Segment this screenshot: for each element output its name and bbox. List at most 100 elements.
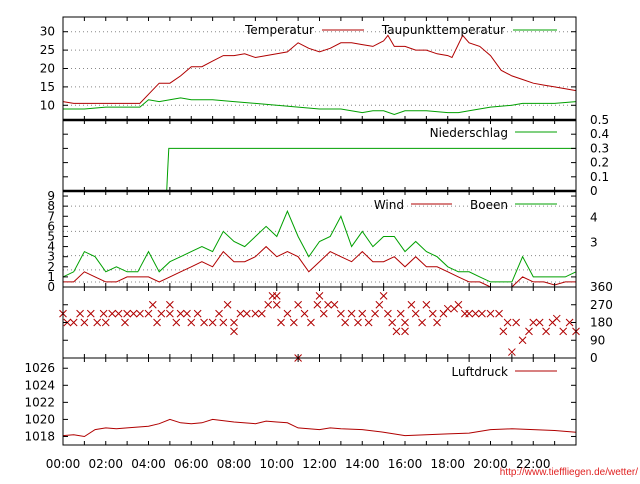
x-tick-label: 22:00 [516, 457, 551, 471]
footer-url[interactable]: http://www.tieffliegen.de/wetter/ [500, 467, 638, 478]
wind-ytick-label: 9 [47, 189, 55, 203]
direction-point [93, 318, 102, 327]
direction-point [219, 318, 228, 327]
pressure-ytick-label: 1022 [24, 395, 55, 409]
direction-point [208, 318, 217, 327]
direction-point [379, 292, 388, 300]
direction-point [471, 309, 480, 318]
direction-point [236, 309, 245, 318]
direction-point [508, 348, 516, 356]
direction-point [101, 318, 110, 327]
direction-point [176, 309, 185, 318]
direction-point [80, 318, 89, 327]
direction-point [525, 327, 533, 336]
direction-point [495, 309, 503, 318]
direction-point [518, 336, 527, 345]
legend-label-taupunkt: Taupunkttemperatur [381, 23, 505, 37]
temp-ytick-label: 10 [40, 98, 55, 112]
direction-point [375, 300, 384, 309]
x-tick-label: 20:00 [473, 457, 508, 471]
direction-point [157, 309, 166, 318]
direction-point [428, 309, 437, 318]
legend-taupunkt: Taupunkttemperatur [381, 23, 557, 37]
direction-point [289, 318, 298, 327]
rain-ytick-right-label: 0.3 [590, 141, 609, 155]
data-layer [59, 34, 580, 438]
rain-ytick-right-label: 0.5 [590, 113, 609, 127]
direction-point [315, 292, 324, 300]
wind-ytick-label: 3 [47, 250, 55, 264]
direction-point [264, 300, 273, 309]
rain-series-niederschlag [166, 147, 576, 192]
pressure-ytick-label: 1024 [24, 378, 55, 392]
direction-point [443, 304, 452, 313]
direction-point [388, 318, 397, 327]
temp-ytick-label: 20 [40, 62, 55, 76]
direction-point [407, 300, 416, 309]
temp-ytick-label: 30 [40, 25, 55, 39]
direction-point [392, 327, 401, 336]
legend-temperatur: Temperatur [244, 23, 364, 37]
wind-ytick-label: 1 [47, 270, 55, 284]
wind-ytick-label: 5 [47, 229, 55, 243]
pressure-ytick-label: 1020 [24, 412, 55, 426]
direction-point [153, 318, 161, 327]
direction-point [401, 327, 409, 336]
direction-point [99, 309, 108, 318]
direction-point [114, 309, 123, 318]
x-tick-label: 02:00 [88, 457, 123, 471]
direction-point [69, 318, 78, 327]
rain-ytick-right-label: 0.2 [590, 156, 609, 170]
direction-point [535, 318, 544, 327]
direction-point [223, 300, 232, 309]
direction-frame [62, 286, 577, 359]
temp-ytick-label: 25 [40, 43, 55, 57]
direction-point [144, 309, 153, 318]
direction-point [76, 309, 84, 318]
direction-ytick-right-label: 360 [590, 280, 613, 294]
direction-point [503, 318, 512, 327]
wind-ytick-label: 8 [47, 199, 55, 213]
direction-point [183, 309, 191, 318]
direction-point [108, 309, 117, 318]
direction-point [454, 300, 463, 309]
temp-series-temperatur [62, 34, 577, 104]
direction-point [486, 309, 495, 318]
direction-point [401, 318, 409, 327]
direction-point [300, 309, 309, 318]
direction-point [313, 300, 322, 309]
direction-point [123, 309, 131, 318]
wind-ytick-label: 6 [47, 219, 55, 233]
direction-point [354, 318, 362, 327]
wind-ytick-label: 7 [47, 209, 55, 223]
direction-point [347, 309, 356, 318]
direction-point [166, 309, 174, 318]
legend-wind: Wind Boeen [374, 198, 557, 212]
direction-point [129, 309, 138, 318]
direction-point [422, 300, 431, 309]
rain-ytick-right-label: 0.4 [590, 127, 609, 141]
direction-point [148, 300, 157, 309]
grid-layer [63, 31, 576, 283]
direction-point [193, 309, 202, 318]
text-layer: 101520253000.10.20.30.40.501234567893409… [24, 25, 612, 471]
direction-point [358, 309, 367, 318]
legend-label-boeen: Boeen [470, 198, 508, 212]
direction-point [330, 300, 339, 309]
legend-label-wind: Wind [374, 198, 404, 212]
direction-point [277, 318, 285, 327]
direction-point [86, 309, 95, 318]
direction-point [337, 309, 345, 318]
direction-point [499, 327, 508, 336]
legend-label-niederschlag: Niederschlag [430, 126, 508, 140]
direction-point [172, 318, 181, 327]
x-tick-label: 04:00 [131, 457, 166, 471]
rain-ytick-right-label: 0 [590, 184, 598, 198]
direction-point [411, 309, 420, 318]
direction-point [166, 300, 174, 309]
x-tick-label: 18:00 [430, 457, 465, 471]
direction-point [418, 318, 426, 327]
direction-point [230, 318, 238, 327]
wind-ytick-label: 0 [47, 280, 55, 294]
